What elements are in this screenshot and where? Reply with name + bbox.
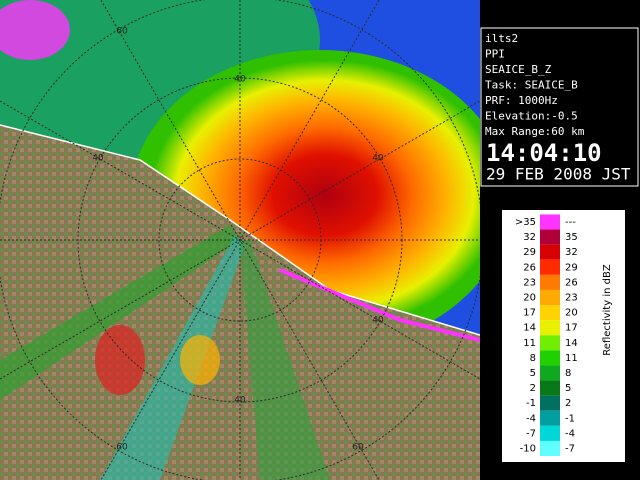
legend-high: 8	[565, 368, 571, 379]
range-label: 40	[372, 154, 384, 164]
legend-low: 2	[530, 383, 536, 394]
legend-low: 32	[523, 232, 536, 243]
info-line: Max Range:60 km	[485, 125, 585, 138]
date: 29 FEB 2008 JST	[486, 165, 631, 184]
azimuth-line	[0, 100, 480, 380]
legend-low: 26	[523, 262, 536, 273]
legend-swatch	[540, 305, 560, 321]
legend-high: 11	[565, 353, 578, 364]
legend-swatch	[540, 350, 560, 366]
legend-low: 23	[523, 277, 536, 288]
legend-swatch	[540, 380, 560, 396]
land-echo-cell	[95, 325, 145, 395]
info-lines: ilts2 PPI SEAICE_B_Z Task: SEAICE_B PRF: 100…	[485, 32, 585, 138]
legend-swatch	[540, 425, 560, 441]
legend-rows: >35 --- 32 35 29 32 26 29 23 26 20 23 17 20 14 17 11 14 8 1…	[515, 214, 578, 457]
legend-low: 20	[523, 293, 536, 304]
legend-high: 14	[565, 338, 578, 349]
legend-low: 5	[530, 368, 536, 379]
info-line: SEAICE_B_Z	[485, 63, 552, 76]
range-label: 60	[116, 443, 128, 453]
legend-low: -1	[526, 398, 536, 409]
legend-swatch	[540, 274, 560, 290]
legend-swatch	[540, 410, 560, 426]
land-echo-streak	[0, 225, 240, 400]
time: 14:04:10	[486, 139, 602, 167]
legend-swatch	[540, 244, 560, 260]
range-label: 40	[234, 396, 246, 406]
radar-image: 60 40 40 40 40 40 60 60	[0, 0, 480, 480]
legend-panel	[502, 210, 625, 462]
info-line: ilts2	[485, 32, 518, 45]
legend-low: >35	[515, 217, 536, 228]
coastline	[0, 124, 480, 336]
range-label: 40	[234, 75, 246, 85]
echo-peak	[0, 0, 70, 60]
legend-swatch	[540, 229, 560, 245]
legend-high: 20	[565, 308, 578, 319]
land-echo-streak	[240, 240, 330, 480]
legend-low: 8	[530, 353, 536, 364]
info-line: Task: SEAICE_B	[485, 79, 578, 92]
legend-high: 23	[565, 293, 578, 304]
legend-high: 2	[565, 398, 571, 409]
legend-high: 26	[565, 277, 578, 288]
legend-swatch	[540, 395, 560, 411]
info-panel	[480, 27, 639, 187]
legend-low: 14	[523, 323, 536, 334]
range-label: 40	[92, 154, 104, 164]
legend-high: ---	[565, 217, 576, 228]
legend-high: 17	[565, 323, 578, 334]
legend-swatch	[540, 214, 560, 230]
legend-swatch	[540, 289, 560, 306]
legend-swatch	[540, 320, 560, 336]
legend-high: 35	[565, 232, 578, 243]
legend-high: -7	[565, 444, 575, 455]
legend-high: -1	[565, 413, 575, 424]
legend-low: 17	[523, 308, 536, 319]
land-echo-cell	[180, 335, 220, 385]
info-line: PRF: 1000Hz	[485, 94, 558, 107]
legend-low: -4	[526, 413, 536, 424]
legend-low: -10	[520, 444, 536, 455]
legend-low: 29	[523, 247, 536, 258]
legend-high: 32	[565, 247, 578, 258]
info-line: Elevation:-0.5	[485, 110, 578, 123]
legend-swatch	[540, 259, 560, 275]
range-label: 40	[372, 316, 384, 326]
legend-swatch	[540, 335, 560, 351]
legend-swatch	[540, 365, 560, 381]
legend-low: 11	[523, 338, 536, 349]
range-label: 60	[116, 27, 128, 37]
range-label: 60	[352, 443, 364, 453]
legend-title: Reflectivity in dBZ	[602, 264, 613, 356]
legend-high: 5	[565, 383, 571, 394]
info-line: PPI	[485, 48, 505, 61]
legend-high: -4	[565, 428, 575, 439]
legend-high: 29	[565, 262, 578, 273]
legend-swatch	[540, 440, 560, 457]
legend-low: -7	[526, 428, 536, 439]
